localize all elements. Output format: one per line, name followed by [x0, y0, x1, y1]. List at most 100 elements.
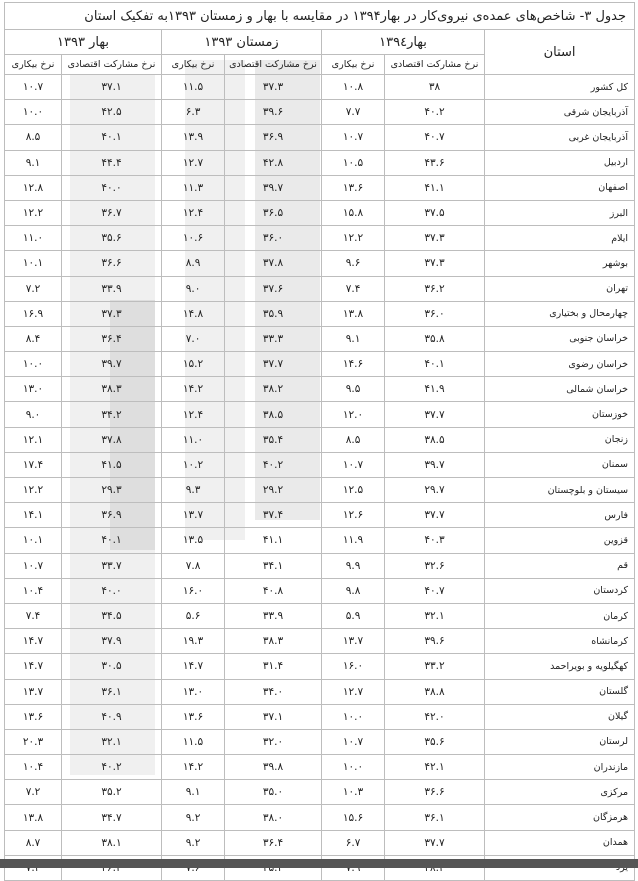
participation-cell: ۴۰.۸: [224, 577, 323, 604]
participation-cell: ۴۰.۰: [61, 174, 163, 201]
unemployment-cell: ۱۴.۲: [161, 754, 226, 781]
unemployment-cell: ۷.۴: [321, 275, 386, 302]
table-row: سمنان ۳۹.۷ ۱۰.۷ ۴۰.۲ ۱۰.۲ ۴۱.۵ ۱۷.۴: [3, 451, 636, 479]
unemployment-cell: ۱۲.۱: [3, 426, 63, 453]
period-header: زمستان ۱۳۹۳: [161, 29, 323, 55]
province-cell: خوزستان: [484, 401, 636, 428]
participation-cell: ۳۷.۷: [384, 502, 486, 529]
unemployment-cell: ۱۵.۶: [321, 804, 386, 831]
unemployment-cell: ۱۱.۳: [161, 174, 226, 201]
province-cell: خراسان شمالی: [484, 376, 636, 403]
table-row: اردبیل ۴۳.۶ ۱۰.۵ ۴۲.۸ ۱۲.۷ ۴۴.۴ ۹.۱: [3, 149, 636, 176]
province-cell: خراسان رضوی: [484, 351, 636, 378]
unemployment-cell: ۱۰.۷: [3, 73, 63, 101]
unemployment-cell: ۹.۱: [161, 779, 226, 806]
unemployment-cell: ۵.۶: [161, 602, 226, 630]
unemployment-cell: ۱۱.۰: [3, 225, 63, 252]
table-row: مرکزی ۳۶.۶ ۱۰.۳ ۳۵.۰ ۹.۱ ۳۵.۲ ۷.۲: [3, 779, 636, 806]
table-row: لرستان ۳۵.۶ ۱۰.۷ ۳۲.۰ ۱۱.۵ ۳۲.۱ ۲۰.۳: [3, 728, 636, 756]
province-cell: کل کشور: [484, 73, 636, 101]
bottom-bar: [0, 859, 638, 868]
unemployment-cell: ۱۰.۰: [3, 351, 63, 378]
unemployment-cell: ۱۰.۱: [3, 527, 63, 554]
participation-cell: ۳۳.۷: [61, 552, 163, 579]
unemployment-cell: ۱۵.۸: [321, 199, 386, 227]
participation-cell: ۴۰.۱: [384, 351, 486, 378]
province-cell: گلستان: [484, 678, 636, 705]
unemployment-cell: ۱۹.۳: [161, 628, 226, 655]
unemployment-cell: ۱۰.۱: [3, 250, 63, 277]
unemployment-cell: ۱۰.۳: [321, 779, 386, 806]
unemployment-cell: ۱۴.۷: [161, 653, 226, 680]
participation-cell: ۳۱.۴: [224, 653, 323, 680]
unemployment-cell: ۱۶.۰: [321, 653, 386, 680]
participation-cell: ۴۰.۲: [61, 754, 163, 781]
participation-cell: ۴۰.۰: [61, 577, 163, 604]
participation-cell: ۳۵.۶: [384, 728, 486, 756]
unemployment-header: نرخ بیکاری: [321, 54, 386, 75]
participation-cell: ۴۰.۷: [384, 577, 486, 604]
table-row: خراسان شمالی ۴۱.۹ ۹.۵ ۳۸.۲ ۱۴.۲ ۳۸.۳ ۱۳.۰: [3, 376, 636, 403]
participation-cell: ۳۶.۹: [61, 502, 163, 529]
unemployment-cell: ۹.۸: [321, 577, 386, 604]
table-row: بوشهر ۳۷.۳ ۹.۶ ۳۷.۸ ۸.۹ ۳۶.۶ ۱۰.۱: [3, 250, 636, 277]
province-cell: کردستان: [484, 577, 636, 604]
participation-cell: ۳۲.۶: [384, 552, 486, 579]
participation-cell: ۴۱.۱: [384, 174, 486, 201]
participation-cell: ۳۷.۱: [224, 703, 323, 730]
participation-cell: ۳۶.۶: [61, 250, 163, 277]
unemployment-cell: ۱۷.۴: [3, 451, 63, 479]
unemployment-cell: ۹.۰: [3, 401, 63, 428]
unemployment-cell: ۱۳.۸: [3, 804, 63, 831]
unemployment-cell: ۱۰.۴: [3, 754, 63, 781]
unemployment-cell: ۸.۷: [3, 829, 63, 856]
unemployment-cell: ۱۳.۰: [3, 376, 63, 403]
participation-cell: ۴۰.۹: [61, 703, 163, 730]
unemployment-cell: ۱۳.۹: [161, 124, 226, 151]
unemployment-cell: ۱۰.۵: [321, 149, 386, 176]
participation-cell: ۴۰.۳: [384, 527, 486, 554]
table-row: کرمانشاه ۳۹.۶ ۱۳.۷ ۳۸.۳ ۱۹.۳ ۳۷.۹ ۱۴.۷: [3, 628, 636, 655]
participation-cell: ۳۲.۰: [224, 728, 323, 756]
unemployment-cell: ۱۰.۲: [161, 451, 226, 479]
participation-cell: ۳۳.۳: [224, 325, 323, 353]
participation-cell: ۳۴.۱: [224, 552, 323, 579]
period-header: بهار ۱۳۹۳: [3, 29, 163, 55]
unemployment-cell: ۸.۹: [161, 250, 226, 277]
participation-cell: ۳۳.۹: [224, 602, 323, 630]
unemployment-cell: ۱۲.۴: [161, 199, 226, 227]
participation-cell: ۳۶.۰: [224, 225, 323, 252]
unemployment-cell: ۱۱.۵: [161, 73, 226, 101]
unemployment-cell: ۱۴.۸: [161, 300, 226, 327]
table-body: کل کشور ۳۸ ۱۰.۸ ۳۷.۳ ۱۱.۵ ۳۷.۱ ۱۰.۷ آذربایجان ش…: [3, 73, 636, 881]
table-row: گیلان ۴۲.۰ ۱۰.۰ ۳۷.۱ ۱۳.۶ ۴۰.۹ ۱۳.۶: [3, 703, 636, 730]
unemployment-cell: ۷.۲: [3, 779, 63, 806]
participation-cell: ۳۷.۷: [384, 829, 486, 856]
unemployment-cell: ۱۳.۷: [321, 628, 386, 655]
table-row: قم ۳۲.۶ ۹.۹ ۳۴.۱ ۷.۸ ۳۳.۷ ۱۰.۷: [3, 552, 636, 579]
participation-header: نرخ مشارکت اقتصادی: [384, 54, 486, 75]
participation-cell: ۳۵.۴: [224, 426, 323, 453]
participation-cell: ۳۹.۷: [61, 351, 163, 378]
province-cell: لرستان: [484, 728, 636, 756]
unemployment-cell: ۸.۴: [3, 325, 63, 353]
participation-cell: ۳۴.۲: [61, 401, 163, 428]
participation-cell: ۳۶.۱: [61, 678, 163, 705]
unemployment-cell: ۱۲.۷: [321, 678, 386, 705]
unemployment-cell: ۷.۰: [161, 325, 226, 353]
unemployment-cell: ۱۵.۲: [161, 351, 226, 378]
province-cell: چهارمحال و بختیاری: [484, 300, 636, 327]
period-header: بهار۱۳۹٤: [321, 29, 486, 55]
province-cell: زنجان: [484, 426, 636, 453]
unemployment-cell: ۱۳.۷: [161, 502, 226, 529]
table-row: خراسان رضوی ۴۰.۱ ۱۴.۶ ۳۷.۷ ۱۵.۲ ۳۹.۷ ۱۰.۰: [3, 351, 636, 378]
participation-cell: ۳۸.۳: [61, 376, 163, 403]
table-title: جدول ۳- شاخص‌های عمده‌ی نیروی‌کار در بها…: [3, 2, 636, 30]
table-row: هرمزگان ۳۶.۱ ۱۵.۶ ۳۸.۰ ۹.۲ ۳۴.۷ ۱۳.۸: [3, 804, 636, 831]
unemployment-cell: ۶.۳: [161, 99, 226, 126]
participation-cell: ۴۲.۵: [61, 99, 163, 126]
participation-cell: ۳۷.۷: [224, 351, 323, 378]
participation-cell: ۳۶.۵: [224, 199, 323, 227]
unemployment-cell: ۱۴.۷: [3, 628, 63, 655]
unemployment-cell: ۱۲.۸: [3, 174, 63, 201]
